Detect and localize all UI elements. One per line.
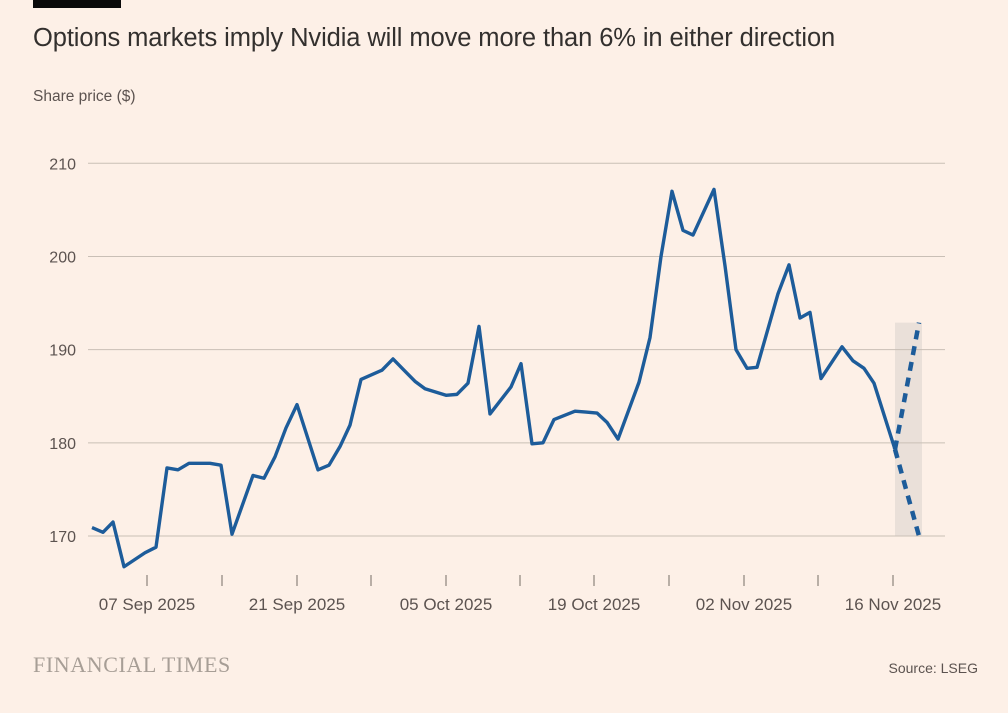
implied-move-dashed-line [892, 322, 922, 450]
page-title: Options markets imply Nvidia will move m… [33, 24, 836, 52]
source-credit: Source: LSEG [888, 660, 979, 676]
ft-black-marker [33, 0, 121, 8]
y-axis-tick-label: 180 [49, 436, 76, 453]
x-axis-tick-label: 16 Nov 2025 [845, 595, 941, 614]
y-axis-tick-label: 210 [49, 156, 76, 173]
x-axis-tick-label: 19 Oct 2025 [548, 595, 641, 614]
x-axis-tick-label: 05 Oct 2025 [400, 595, 493, 614]
x-axis-tick-label: 07 Sep 2025 [99, 595, 195, 614]
x-axis-tick-label: 02 Nov 2025 [696, 595, 792, 614]
y-axis-tick-label: 190 [49, 343, 76, 360]
ft-wordmark: FINANCIAL TIMES [33, 652, 231, 677]
y-axis-tick-label: 200 [49, 249, 76, 266]
x-axis-tick-label: 21 Sep 2025 [249, 595, 345, 614]
price-line [91, 187, 897, 569]
y-axis-tick-label: 170 [49, 529, 76, 546]
axis-unit-label: Share price ($) [33, 88, 136, 105]
